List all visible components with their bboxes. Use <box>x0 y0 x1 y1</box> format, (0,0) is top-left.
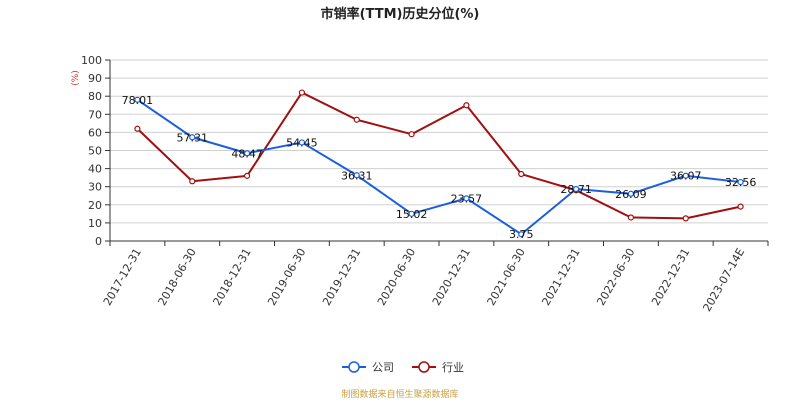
x-tick-label: 2018-12-31 <box>210 246 253 308</box>
y-tick-label: 50 <box>88 145 102 158</box>
axes <box>105 59 769 246</box>
data-labels: 78.01 57.31 48.47 54.45 36.31 15.02 23.57 3.75 2… <box>122 94 757 241</box>
series-group <box>134 89 744 238</box>
series-point-0 <box>463 195 470 202</box>
series-point-0 <box>627 190 635 197</box>
x-tick-label: 2023-07-14E <box>700 246 747 314</box>
series-point-0 <box>737 178 744 186</box>
y-tick-label: 100 <box>81 54 102 67</box>
x-tick-label: 2018-06-30 <box>156 246 199 308</box>
series-point-0 <box>134 96 141 103</box>
y-axis-unit: (%) <box>71 70 81 86</box>
series-point-1 <box>189 178 196 185</box>
x-tick-label: 2021-06-30 <box>485 246 528 308</box>
series-point-1 <box>627 214 635 221</box>
legend: 公司 行业 <box>342 361 464 374</box>
data-label: 57.31 <box>177 131 209 144</box>
data-label: 48.47 <box>231 147 263 160</box>
series-point-0 <box>298 139 306 146</box>
y-tick-label: 70 <box>88 108 102 121</box>
data-label: 32.56 <box>725 176 757 189</box>
legend-label-0: 公司 <box>372 361 394 374</box>
legend-marker-0 <box>348 361 360 373</box>
footer-source: 制图数据来自恒生聚源数据库 <box>341 388 458 400</box>
series-line-1 <box>136 91 741 220</box>
x-tick-label: 2021-12-31 <box>539 246 582 308</box>
y-tick-label: 90 <box>88 72 102 85</box>
series-point-1 <box>298 89 306 96</box>
series-point-0 <box>189 134 196 141</box>
series-point-1 <box>518 170 525 178</box>
x-tick-label: 2020-12-31 <box>430 246 473 308</box>
series-line-0 <box>136 98 741 236</box>
legend-label-1: 行业 <box>442 361 464 374</box>
series-point-0 <box>243 150 251 157</box>
x-tick-label: 2017-12-31 <box>101 246 144 308</box>
data-label: 36.07 <box>670 170 702 183</box>
y-tick-label: 80 <box>88 90 102 103</box>
series-point-0 <box>408 210 415 217</box>
x-tick-label: 2022-06-30 <box>594 246 637 308</box>
series-point-0 <box>572 185 580 193</box>
series-point-0 <box>353 172 360 179</box>
x-tick-label: 2019-06-30 <box>265 246 308 308</box>
y-tick-label: 60 <box>88 126 102 139</box>
x-tick-label: 2022-12-31 <box>649 246 692 308</box>
chart-title: 市销率(TTM)历史分位(%) <box>321 6 480 22</box>
data-label: 28.71 <box>560 183 592 196</box>
y-tick-label: 40 <box>88 163 102 176</box>
y-tick-label: 30 <box>88 181 102 194</box>
grid <box>110 59 768 224</box>
data-label: 54.45 <box>286 136 318 149</box>
data-label: 36.31 <box>341 169 373 182</box>
x-tick-label: 2019-12-31 <box>320 246 363 308</box>
y-tick-label: 20 <box>88 199 102 212</box>
data-label: 23.57 <box>451 192 483 205</box>
data-label: 15.02 <box>396 208 428 221</box>
y-tick-labels: 0 10 20 30 40 50 60 70 80 90 100 <box>81 54 102 248</box>
series-point-1 <box>353 116 360 123</box>
data-label: 26.09 <box>615 188 647 201</box>
series-point-1 <box>682 215 689 222</box>
y-tick-label: 10 <box>88 217 102 230</box>
legend-marker-1 <box>418 361 430 373</box>
series-point-0 <box>518 231 525 238</box>
series-point-1 <box>408 131 415 138</box>
data-label: 3.75 <box>509 228 534 241</box>
data-label: 78.01 <box>122 94 154 107</box>
series-point-0 <box>682 172 689 179</box>
series-point-1 <box>243 172 251 179</box>
x-tick-label: 2020-06-30 <box>375 246 418 308</box>
x-tick-labels: 2017-12-31 2018-06-30 2018-12-31 2019-06-30… <box>101 246 747 314</box>
series-point-1 <box>737 203 744 210</box>
series-point-1 <box>463 102 470 109</box>
y-tick-label: 0 <box>95 235 102 248</box>
series-point-1 <box>134 125 141 132</box>
